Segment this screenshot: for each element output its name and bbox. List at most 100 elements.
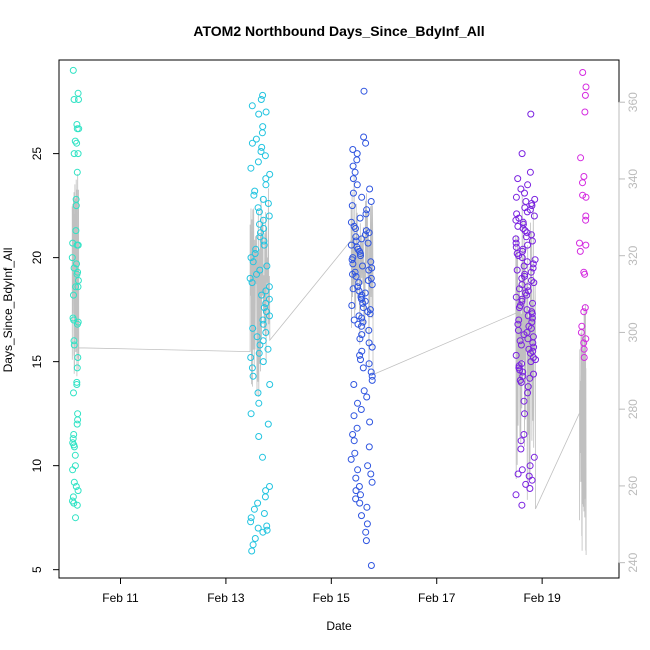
data-point <box>251 535 259 542</box>
data-point <box>520 331 528 339</box>
data-point <box>522 233 530 241</box>
data-point <box>579 191 587 199</box>
data-point <box>70 316 78 324</box>
data-point <box>249 541 257 549</box>
data-point <box>352 487 360 495</box>
data-point <box>349 175 357 183</box>
data-point <box>366 418 374 426</box>
y2-tick-label: 260 <box>626 476 640 496</box>
data-point <box>367 562 375 569</box>
x-tick-label: Feb 11 <box>102 591 139 605</box>
data-point <box>518 501 526 509</box>
data-point <box>521 189 528 197</box>
data-point <box>577 154 585 162</box>
data-point <box>358 347 366 355</box>
data-point <box>354 399 361 407</box>
data-point <box>266 170 274 178</box>
data-point <box>522 198 530 205</box>
data-point <box>520 431 528 438</box>
data-point <box>363 206 371 214</box>
data-point <box>70 96 78 103</box>
data-point <box>259 316 267 324</box>
data-point <box>74 410 82 418</box>
data-point <box>581 91 589 99</box>
data-point <box>532 356 539 364</box>
data-point <box>252 245 260 253</box>
data-point <box>356 250 364 257</box>
data-point <box>263 526 271 534</box>
data-point <box>582 193 590 201</box>
data-point <box>255 349 263 357</box>
data-point <box>515 304 523 312</box>
data-point <box>260 241 268 249</box>
data-point <box>357 322 365 330</box>
data-point <box>356 351 364 359</box>
data-point <box>259 453 266 461</box>
chart-title: ATOM2 Northbound Days_Since_BdyInf_All <box>193 23 484 39</box>
data-point <box>530 279 538 287</box>
x-axis-title: Date <box>326 619 352 633</box>
data-point <box>262 487 270 495</box>
data-point <box>528 237 536 245</box>
data-point <box>355 279 363 287</box>
data-point <box>526 462 534 470</box>
data-point <box>248 547 256 555</box>
data-point <box>353 156 361 164</box>
data-point <box>70 337 78 345</box>
data-point <box>526 374 534 382</box>
data-point <box>262 181 270 189</box>
data-point <box>529 299 536 307</box>
data-point <box>528 314 536 322</box>
y-axis-title: Days_Since_BdyInf_All <box>1 248 15 373</box>
y2-tick-label: 240 <box>626 552 640 572</box>
data-point <box>363 520 371 528</box>
data-point <box>512 351 520 359</box>
y2-tick-label: 320 <box>626 245 640 265</box>
y-tick-label: 15 <box>30 355 44 369</box>
data-point <box>523 208 531 216</box>
data-point <box>259 337 267 345</box>
data-point <box>258 143 266 151</box>
data-point <box>359 299 367 307</box>
data-point <box>524 335 532 343</box>
x-tick-label: Feb 13 <box>207 591 245 605</box>
data-point <box>349 285 357 293</box>
data-point <box>365 326 373 334</box>
data-point <box>359 262 366 270</box>
data-point <box>255 433 263 440</box>
data-point <box>580 173 588 180</box>
data-point <box>350 437 358 445</box>
data-point <box>258 129 266 137</box>
data-point <box>527 324 535 332</box>
data-point <box>581 304 589 312</box>
data-point <box>249 372 257 380</box>
data-point <box>363 393 371 401</box>
data-point <box>255 399 263 407</box>
data-point <box>266 483 273 490</box>
data-point <box>255 208 263 216</box>
data-point <box>582 212 590 220</box>
data-point <box>580 308 588 316</box>
data-point <box>348 302 356 309</box>
data-point <box>73 420 81 428</box>
data-point <box>349 162 357 170</box>
y-axis-right: 240 260 280 300 320 340 360 <box>618 92 640 573</box>
data-point <box>577 329 585 336</box>
data-point <box>357 356 364 364</box>
data-point <box>581 270 589 278</box>
data-point <box>518 150 526 158</box>
data-point <box>262 175 270 183</box>
data-point <box>70 499 78 507</box>
data-point <box>256 233 264 241</box>
data-point <box>519 368 527 376</box>
data-point <box>73 364 81 372</box>
x-tick-label: Feb 17 <box>418 591 456 605</box>
data-point <box>362 139 370 147</box>
data-point <box>73 139 81 147</box>
data-point <box>526 485 534 492</box>
data-point <box>248 139 256 147</box>
data-point <box>527 110 535 118</box>
y-tick-label: 20 <box>30 251 44 265</box>
data-point <box>356 499 364 507</box>
